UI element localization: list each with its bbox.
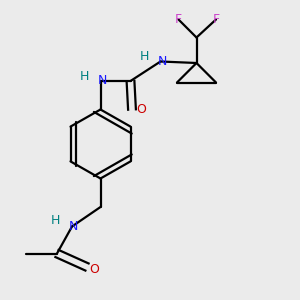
Text: F: F [175, 13, 182, 26]
Text: F: F [212, 13, 220, 26]
Text: H: H [51, 214, 60, 227]
Text: N: N [157, 55, 167, 68]
Text: H: H [139, 50, 149, 64]
Text: N: N [69, 220, 78, 233]
Text: N: N [97, 74, 107, 88]
Text: O: O [90, 263, 99, 276]
Text: O: O [136, 103, 146, 116]
Text: H: H [79, 70, 89, 83]
